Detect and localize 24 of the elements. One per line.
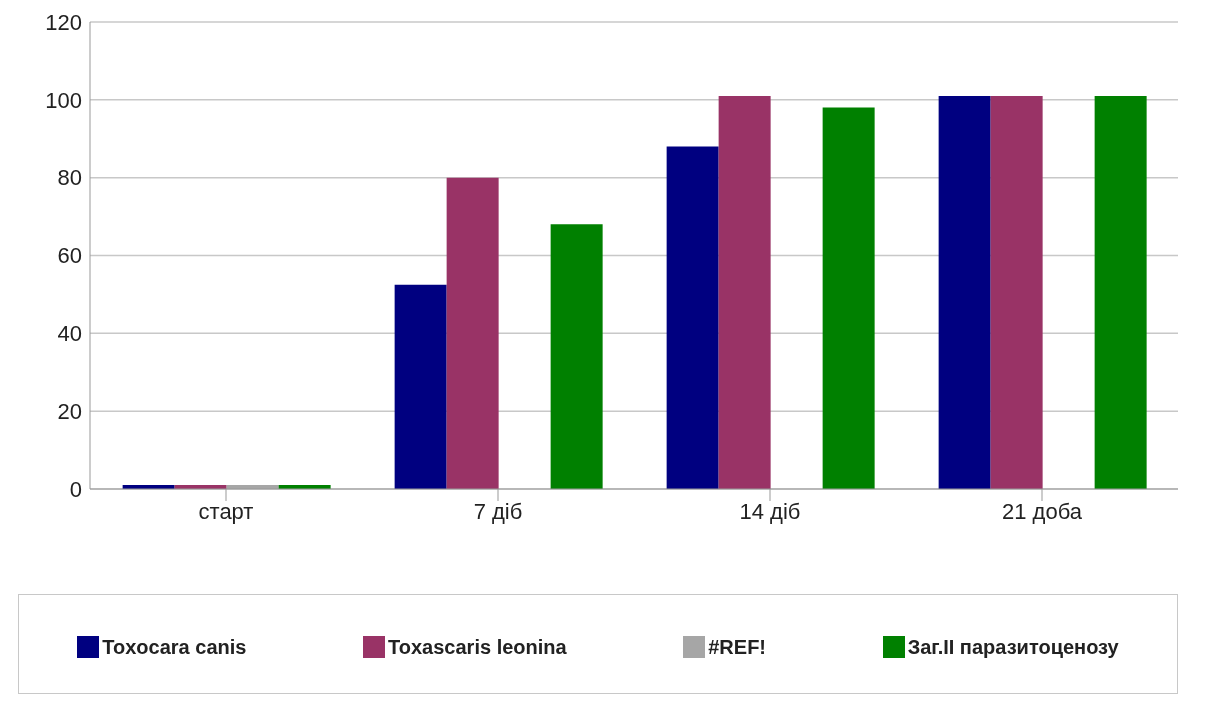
bar: [718, 95, 771, 489]
bar: [666, 146, 719, 489]
legend-label: Toxocara canis: [101, 634, 247, 660]
bar: [394, 284, 447, 489]
bar: [822, 107, 875, 489]
bar: [550, 224, 603, 489]
x-tick-label: 21 доба: [1002, 498, 1083, 524]
legend-label: #REF!: [707, 634, 767, 660]
y-tick-label: 60: [57, 243, 82, 269]
legend-label: Заг.ІІ паразитоценозу: [906, 634, 1119, 660]
y-tick-label: 80: [57, 165, 82, 191]
x-tick-label: 14 діб: [739, 498, 801, 524]
legend-label: Toxascaris leonina: [387, 634, 567, 660]
y-tick-label: 20: [57, 398, 82, 424]
x-tick-label: старт: [198, 498, 254, 524]
y-tick-label: 40: [57, 321, 82, 347]
bar: [938, 95, 991, 489]
x-tick-label: 7 діб: [473, 498, 523, 524]
bar: [990, 95, 1043, 489]
y-tick-label: 0: [69, 476, 82, 502]
y-tick-label: 120: [45, 9, 82, 35]
y-tick-label: 100: [45, 87, 82, 113]
bar: [1094, 95, 1147, 489]
bar: [446, 177, 499, 489]
